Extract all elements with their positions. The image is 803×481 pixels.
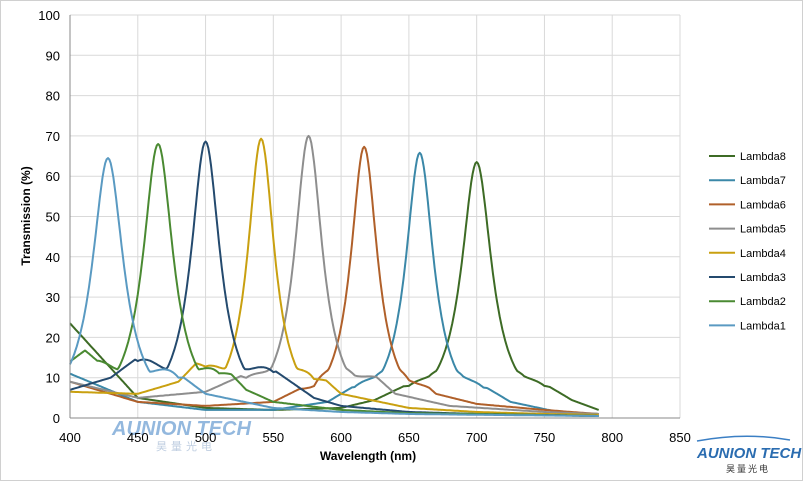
x-tick-label: 400 <box>59 430 81 445</box>
legend-label: Lambda6 <box>740 199 786 211</box>
x-tick-label: 750 <box>534 430 556 445</box>
x-tick-label: 700 <box>466 430 488 445</box>
y-tick-label: 50 <box>46 210 60 225</box>
x-axis-title: Wavelength (nm) <box>320 449 416 463</box>
y-tick-labels: 0 10 20 30 40 50 60 70 80 90 100 <box>38 8 60 426</box>
y-tick-label: 40 <box>46 250 60 265</box>
legend: Lambda8 Lambda7 Lambda6 Lambda5 Lambda4 Lambd… <box>709 151 786 332</box>
x-tick-label: 450 <box>127 430 149 445</box>
x-tick-label: 800 <box>601 430 623 445</box>
watermark-swoosh <box>696 435 791 442</box>
watermark-corner: AUNION TECH 昊量光电 <box>696 435 802 474</box>
y-tick-label: 80 <box>46 89 60 104</box>
legend-label: Lambda8 <box>740 151 786 163</box>
legend-label: Lambda1 <box>740 320 786 332</box>
watermark-plot: AUNION TECH 昊量光电 <box>111 418 251 453</box>
x-tick-label: 850 <box>669 430 691 445</box>
series-line-lambda1 <box>69 157 599 417</box>
gridlines <box>69 14 681 419</box>
watermark-corner-cn: 昊量光电 <box>726 463 770 474</box>
x-tick-label: 600 <box>330 430 352 445</box>
legend-label: Lambda4 <box>740 248 786 260</box>
series-line-lambda7 <box>69 151 599 415</box>
watermark-cn-text: 昊量光电 <box>156 439 216 453</box>
y-tick-label: 90 <box>46 48 60 63</box>
y-tick-label: 70 <box>46 129 60 144</box>
y-tick-label: 60 <box>46 169 60 184</box>
legend-label: Lambda2 <box>740 296 786 308</box>
x-tick-label: 500 <box>195 430 217 445</box>
legend-label: Lambda7 <box>740 175 786 187</box>
x-tick-label: 550 <box>262 430 284 445</box>
series-line-lambda5 <box>69 134 599 415</box>
legend-label: Lambda5 <box>740 224 786 236</box>
y-tick-label: 100 <box>38 8 60 23</box>
x-tick-labels: 400 450 500 550 600 650 700 750 800 850 <box>59 430 691 445</box>
series-line-lambda4 <box>70 137 599 416</box>
axes <box>69 15 680 419</box>
y-tick-label: 0 <box>53 411 60 426</box>
y-tick-label: 20 <box>46 330 60 345</box>
watermark-corner-brand: AUNION TECH <box>696 445 802 462</box>
x-tick-label: 650 <box>398 430 420 445</box>
y-axis-title: Transmission (%) <box>19 166 33 265</box>
series-line-lambda3 <box>69 140 599 417</box>
y-tick-label: 30 <box>46 290 60 305</box>
series-lines <box>69 134 600 417</box>
watermark-brand-text: AUNION TECH <box>111 418 251 440</box>
series-line-lambda6 <box>69 145 599 415</box>
y-tick-label: 10 <box>46 371 60 386</box>
series-line-lambda2 <box>69 143 599 417</box>
legend-label: Lambda3 <box>740 272 786 284</box>
